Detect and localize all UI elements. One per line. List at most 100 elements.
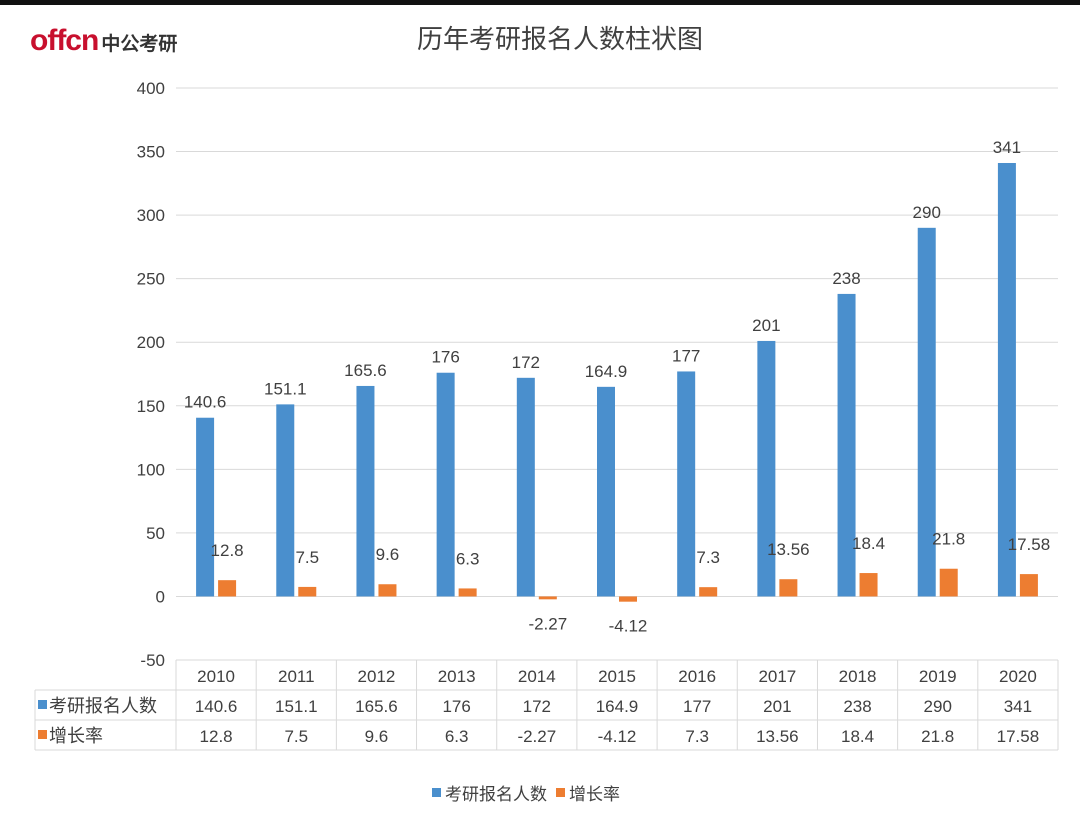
bar-applicants bbox=[997, 162, 1016, 597]
bar-applicants bbox=[196, 417, 215, 597]
table-row-label: 增长率 bbox=[49, 726, 103, 746]
data-label: 140.6 bbox=[184, 393, 227, 412]
data-label: 238 bbox=[832, 269, 860, 288]
bar-growth-rate bbox=[458, 588, 477, 597]
table-cell: 290 bbox=[924, 697, 952, 716]
table-header-year: 2013 bbox=[438, 667, 476, 686]
table-header-year: 2019 bbox=[919, 667, 957, 686]
table-cell: 21.8 bbox=[921, 727, 954, 746]
table-cell: 7.3 bbox=[685, 727, 709, 746]
y-tick-label: 300 bbox=[137, 206, 165, 225]
data-label: 164.9 bbox=[585, 362, 628, 381]
table-cell: 176 bbox=[442, 697, 470, 716]
table-cell: 12.8 bbox=[200, 727, 233, 746]
data-label: 201 bbox=[752, 316, 780, 335]
table-cell: 140.6 bbox=[195, 697, 238, 716]
bar-applicants bbox=[837, 293, 856, 597]
data-label: -2.27 bbox=[528, 614, 567, 633]
data-label: 9.6 bbox=[376, 545, 400, 564]
table-header-year: 2015 bbox=[598, 667, 636, 686]
table-cell: 165.6 bbox=[355, 697, 398, 716]
table-cell: 6.3 bbox=[445, 727, 469, 746]
table-header-year: 2014 bbox=[518, 667, 556, 686]
y-tick-label: 200 bbox=[137, 333, 165, 352]
table-header-year: 2016 bbox=[678, 667, 716, 686]
chart-title: 历年考研报名人数柱状图 bbox=[417, 24, 703, 54]
bar-growth-rate bbox=[378, 584, 397, 597]
table-cell: 17.58 bbox=[997, 727, 1040, 746]
bar-applicants bbox=[917, 227, 936, 597]
top-bar bbox=[0, 0, 1080, 5]
bar-growth-rate bbox=[779, 579, 798, 597]
bar-applicants bbox=[356, 385, 375, 597]
data-label: 290 bbox=[913, 203, 941, 222]
data-label: 151.1 bbox=[264, 379, 307, 398]
y-tick-label: 350 bbox=[137, 143, 165, 162]
bar-growth-rate bbox=[699, 587, 718, 597]
table-cell: 201 bbox=[763, 697, 791, 716]
logo-brand: offcn bbox=[30, 24, 99, 57]
bar-applicants bbox=[677, 371, 696, 597]
data-label: 165.6 bbox=[344, 361, 387, 380]
data-label: 176 bbox=[431, 348, 459, 367]
bar-growth-rate bbox=[538, 596, 557, 600]
bar-applicants bbox=[436, 372, 455, 597]
table-header-year: 2011 bbox=[278, 667, 315, 686]
data-label: -4.12 bbox=[609, 617, 648, 636]
bar-growth-rate bbox=[218, 580, 237, 597]
bar-applicants bbox=[516, 377, 535, 597]
table-header-year: 2010 bbox=[197, 667, 235, 686]
table-cell: 18.4 bbox=[841, 727, 874, 746]
y-tick-label: 400 bbox=[137, 79, 165, 98]
y-tick-label: -50 bbox=[140, 651, 165, 670]
legend-swatch-icon bbox=[432, 788, 441, 797]
legend-key-icon bbox=[38, 700, 47, 709]
bar-applicants bbox=[276, 404, 295, 597]
legend-swatch-icon bbox=[556, 788, 565, 797]
bar-applicants bbox=[757, 340, 776, 597]
table-cell: 13.56 bbox=[756, 727, 799, 746]
table-cell: 238 bbox=[843, 697, 871, 716]
data-label: 18.4 bbox=[852, 534, 885, 553]
bar-growth-rate bbox=[859, 573, 878, 597]
y-tick-label: 50 bbox=[146, 524, 165, 543]
table-cell: 172 bbox=[523, 697, 551, 716]
table-header-year: 2018 bbox=[839, 667, 877, 686]
table-cell: -4.12 bbox=[598, 727, 637, 746]
bar-growth-rate bbox=[619, 596, 637, 602]
data-label: 177 bbox=[672, 346, 700, 365]
table-cell: 341 bbox=[1004, 697, 1032, 716]
bar-growth-rate bbox=[1019, 574, 1038, 597]
bar-growth-rate bbox=[939, 568, 958, 597]
table-cell: -2.27 bbox=[517, 727, 556, 746]
data-label: 7.3 bbox=[696, 548, 720, 567]
legend-entry: 考研报名人数 bbox=[445, 785, 547, 804]
y-tick-label: 0 bbox=[156, 587, 165, 606]
table-cell: 151.1 bbox=[275, 697, 318, 716]
table-header-year: 2020 bbox=[999, 667, 1037, 686]
bar-growth-rate bbox=[298, 586, 317, 597]
table-row-label: 考研报名人数 bbox=[49, 696, 157, 716]
legend-entry: 增长率 bbox=[569, 785, 620, 804]
bar-applicants bbox=[597, 386, 615, 597]
y-tick-label: 100 bbox=[137, 460, 165, 479]
data-label: 6.3 bbox=[456, 549, 480, 568]
data-label: 341 bbox=[993, 138, 1021, 157]
data-label: 21.8 bbox=[932, 530, 965, 549]
logo-name: 中公考研 bbox=[101, 33, 178, 55]
data-label: 17.58 bbox=[1008, 535, 1051, 554]
y-tick-label: 250 bbox=[137, 270, 165, 289]
data-label: 7.5 bbox=[295, 548, 319, 567]
data-label: 172 bbox=[512, 353, 540, 372]
data-label: 12.8 bbox=[211, 541, 244, 560]
data-label: 13.56 bbox=[767, 540, 810, 559]
table-header-year: 2017 bbox=[758, 667, 796, 686]
table-cell: 9.6 bbox=[365, 727, 389, 746]
table-cell: 164.9 bbox=[596, 697, 639, 716]
legend-key-icon bbox=[38, 730, 47, 739]
y-tick-label: 150 bbox=[137, 397, 165, 416]
offcn-logo: offcn 中公考研 bbox=[30, 24, 177, 58]
table-cell: 7.5 bbox=[284, 727, 308, 746]
table-header-year: 2012 bbox=[358, 667, 396, 686]
